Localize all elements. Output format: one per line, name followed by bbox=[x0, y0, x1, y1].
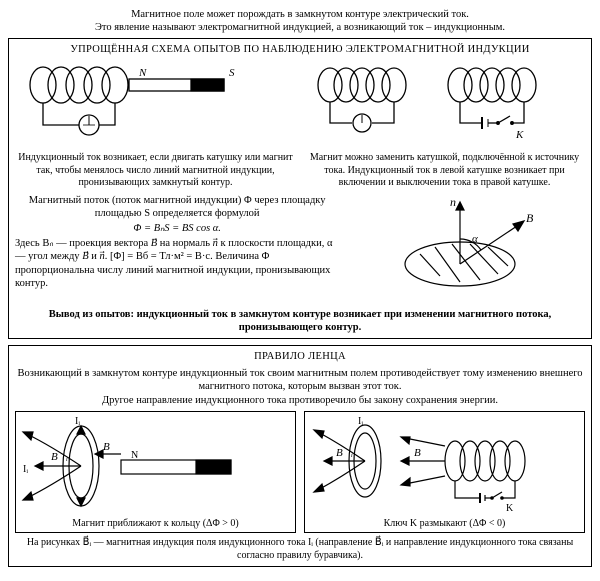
lenz-footnote: На рисунках B⃗ᵢ — магнитная индукция пол… bbox=[15, 537, 585, 562]
Ii-top: Iᵢ bbox=[75, 416, 80, 427]
B-label: B⃗ bbox=[526, 211, 543, 225]
n-label: n⃗ bbox=[450, 195, 465, 209]
lenz-desc2: Другое направление индукционного тока пр… bbox=[15, 394, 585, 407]
Ii-left: Iᵢ bbox=[23, 464, 28, 475]
intro-line1: Магнитное поле может порождать в замкнут… bbox=[8, 8, 592, 21]
flux-ellipse-diagram: n⃗ B⃗ α bbox=[380, 194, 550, 304]
flux-formula: Φ = BₙS = BS cos α. bbox=[15, 222, 339, 235]
alpha-label: α bbox=[472, 233, 478, 245]
lenz-left-caption: Магнит приближают к кольцу (ΔΦ > 0) bbox=[20, 518, 291, 531]
label-N: N bbox=[138, 67, 147, 79]
N-left: N bbox=[131, 450, 138, 461]
lenz-figures: Iᵢ B⃗ᵢ B⃗ N S Iᵢ Магнит приближают к кол… bbox=[15, 411, 585, 534]
lenz-desc1: Возникающий в замкнутом контуре индукцио… bbox=[15, 367, 585, 393]
lenz-left: Iᵢ B⃗ᵢ B⃗ N S Iᵢ Магнит приближают к кол… bbox=[15, 411, 296, 534]
flux-text: Магнитный поток (поток магнитной индукци… bbox=[15, 194, 339, 290]
Bi-right: B⃗ᵢ bbox=[336, 447, 353, 459]
left-caption: Индукционный ток возникает, если двигать… bbox=[15, 152, 296, 190]
intro: Магнитное поле может порождать в замкнут… bbox=[8, 8, 592, 34]
experiment-left: N S Индукционный ток возникает, если дви… bbox=[15, 60, 296, 190]
experiment-row: N S Индукционный ток возникает, если дви… bbox=[15, 60, 585, 190]
box2-title: ПРАВИЛО ЛЕНЦА bbox=[15, 350, 585, 363]
lenz-right: B⃗ᵢ B⃗ K Iᵢ Ключ K размыкают (ΔΦ < 0) bbox=[304, 411, 585, 534]
t2b: на нормаль bbox=[157, 238, 212, 249]
flux-row: Магнитный поток (поток магнитной индукци… bbox=[15, 194, 585, 304]
and: и bbox=[89, 251, 100, 262]
two-coils-diagram: K bbox=[310, 60, 580, 150]
box-lenz: ПРАВИЛО ЛЕНЦА Возникающий в замкнутом ко… bbox=[8, 345, 592, 567]
K-right: K bbox=[506, 503, 514, 514]
box1-conclusion: Вывод из опытов: индукционный ток в замк… bbox=[15, 308, 585, 334]
coil-magnet-diagram: N S bbox=[21, 60, 291, 150]
flux-figure: n⃗ B⃗ α bbox=[345, 194, 585, 304]
Bi-left: B⃗ᵢ bbox=[51, 451, 68, 463]
right-caption: Магнит можно заменить катушкой, подключё… bbox=[304, 152, 585, 190]
Ii-right: Iᵢ bbox=[358, 416, 363, 427]
box1-title: УПРОЩЁННАЯ СХЕМА ОПЫТОВ ПО НАБЛЮДЕНИЮ ЭЛ… bbox=[15, 43, 585, 56]
lenz-right-caption: Ключ K размыкают (ΔΦ < 0) bbox=[309, 518, 580, 531]
B-left: B⃗ bbox=[103, 441, 118, 453]
flux-def-1: Магнитный поток (поток магнитной индукци… bbox=[15, 194, 339, 220]
t2a: Здесь Bₙ — проекция вектора bbox=[15, 238, 151, 249]
lenz-left-diagram: Iᵢ B⃗ᵢ B⃗ N S Iᵢ bbox=[21, 416, 291, 516]
S-left: S bbox=[235, 462, 241, 473]
switch-label-K: K bbox=[515, 129, 524, 141]
intro-line2: Это явление называют электромагнитной ин… bbox=[8, 21, 592, 34]
experiment-right: K Магнит можно заменить катушкой, подклю… bbox=[304, 60, 585, 190]
lenz-right-diagram: B⃗ᵢ B⃗ K Iᵢ bbox=[310, 416, 580, 516]
box-experiments: УПРОЩЁННАЯ СХЕМА ОПЫТОВ ПО НАБЛЮДЕНИЮ ЭЛ… bbox=[8, 38, 592, 339]
label-S: S bbox=[229, 67, 235, 79]
flux-def-2: Здесь Bₙ — проекция вектора B⃗ на нормал… bbox=[15, 237, 339, 290]
B-right: B⃗ bbox=[414, 447, 429, 459]
